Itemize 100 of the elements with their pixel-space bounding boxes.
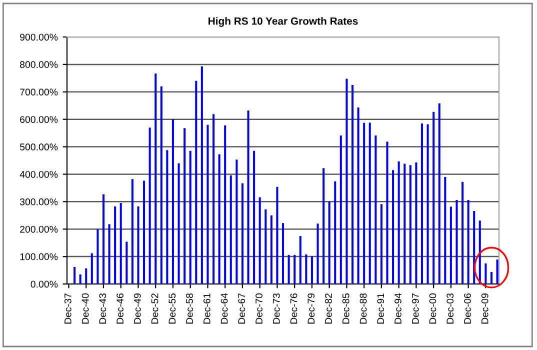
bar xyxy=(334,181,336,284)
y-tick-label: 800.00% xyxy=(20,61,58,68)
y-tick-label: 0.00% xyxy=(30,280,58,288)
bar xyxy=(432,112,435,284)
bar xyxy=(467,200,470,284)
bar xyxy=(346,78,348,284)
bar xyxy=(478,220,481,284)
bar xyxy=(184,128,186,284)
bar xyxy=(456,200,458,284)
x-tick-label: Dec-73 xyxy=(272,293,280,324)
bar xyxy=(426,124,429,284)
bar xyxy=(120,203,122,284)
y-tick-label: 900.00% xyxy=(20,34,58,41)
x-tick-label: Dec-85 xyxy=(342,293,350,324)
bar xyxy=(415,162,418,284)
bar xyxy=(108,224,110,284)
bar xyxy=(328,202,330,284)
bar xyxy=(90,253,93,284)
x-tick-label: Dec-61 xyxy=(203,294,210,324)
bar xyxy=(236,160,238,284)
x-tick-label: Dec-58 xyxy=(186,293,193,324)
bar xyxy=(438,103,440,284)
x-tick-label: Dec-40 xyxy=(82,293,89,324)
y-tick-label: 600.00% xyxy=(20,116,58,123)
bar xyxy=(96,229,99,284)
y-tick-label: 100.00% xyxy=(20,253,58,260)
bar xyxy=(137,206,140,284)
bar xyxy=(195,80,198,284)
bar xyxy=(357,108,360,284)
bar xyxy=(450,206,452,284)
x-tick-label: Dec-94 xyxy=(394,293,402,324)
bar xyxy=(288,254,290,284)
x-tick-label: Dec-09 xyxy=(481,293,488,324)
bar xyxy=(253,150,256,284)
x-tick-label: Dec-70 xyxy=(256,293,262,324)
bar xyxy=(282,223,284,284)
bar xyxy=(404,164,406,284)
y-tick-label: 700.00% xyxy=(20,88,58,96)
bar xyxy=(490,272,492,284)
x-tick-label: Dec-76 xyxy=(290,293,298,324)
bar xyxy=(178,163,180,284)
bar xyxy=(444,176,446,284)
bar xyxy=(270,215,272,284)
x-tick-label: Dec-00 xyxy=(429,293,436,324)
bar xyxy=(166,150,168,284)
x-tick-label: Dec-06 xyxy=(464,293,471,324)
bar xyxy=(114,206,116,284)
y-tick-label: 300.00% xyxy=(20,198,58,206)
bar xyxy=(392,170,394,284)
bar xyxy=(294,254,296,284)
bar xyxy=(380,204,382,284)
bar xyxy=(131,179,134,284)
x-tick-label: Dec-37 xyxy=(64,294,72,324)
bar xyxy=(351,85,354,284)
y-tick-label: 500.00% xyxy=(20,144,58,150)
x-tick-label: Dec-91 xyxy=(377,294,384,324)
bar xyxy=(74,266,76,284)
bar xyxy=(102,194,104,284)
bar xyxy=(172,119,174,284)
bar xyxy=(398,161,400,284)
bar xyxy=(247,110,250,284)
bar xyxy=(496,260,498,284)
bar xyxy=(316,224,319,284)
x-tick-label: Dec-49 xyxy=(134,293,141,324)
bar xyxy=(420,123,423,284)
bar xyxy=(462,182,464,284)
x-tick-label: Dec-88 xyxy=(360,293,367,324)
bar xyxy=(85,268,88,284)
bar xyxy=(264,209,267,284)
bar xyxy=(258,197,261,284)
x-tick-label: Dec-52 xyxy=(151,294,158,324)
bar xyxy=(484,263,487,284)
x-tick-label: Dec-79 xyxy=(308,293,315,324)
bar xyxy=(206,124,209,284)
bar xyxy=(189,150,192,284)
y-tick-label: 400.00% xyxy=(20,170,58,178)
bar xyxy=(363,122,366,284)
bar xyxy=(218,154,220,284)
bar xyxy=(143,180,146,284)
x-tick-label: Dec-43 xyxy=(99,293,106,324)
bar xyxy=(200,66,203,284)
bar xyxy=(340,136,342,284)
bar xyxy=(322,168,325,284)
bar xyxy=(299,236,302,284)
bar xyxy=(230,175,232,284)
bar xyxy=(224,125,226,284)
bar xyxy=(79,274,82,284)
x-tick-label: Dec-82 xyxy=(325,294,332,324)
y-tick-label: 200.00% xyxy=(20,226,58,233)
bar xyxy=(305,254,308,284)
x-tick-label: Dec-64 xyxy=(220,293,228,324)
x-tick-label: Dec-67 xyxy=(238,294,246,324)
bar xyxy=(241,183,244,284)
bar xyxy=(212,114,215,284)
x-tick-label: Dec-97 xyxy=(412,294,419,324)
bar xyxy=(409,165,412,284)
bar xyxy=(154,74,157,284)
chart-title: High RS 10 Year Growth Rates xyxy=(208,17,358,27)
bar xyxy=(276,186,278,284)
bar xyxy=(374,136,377,284)
